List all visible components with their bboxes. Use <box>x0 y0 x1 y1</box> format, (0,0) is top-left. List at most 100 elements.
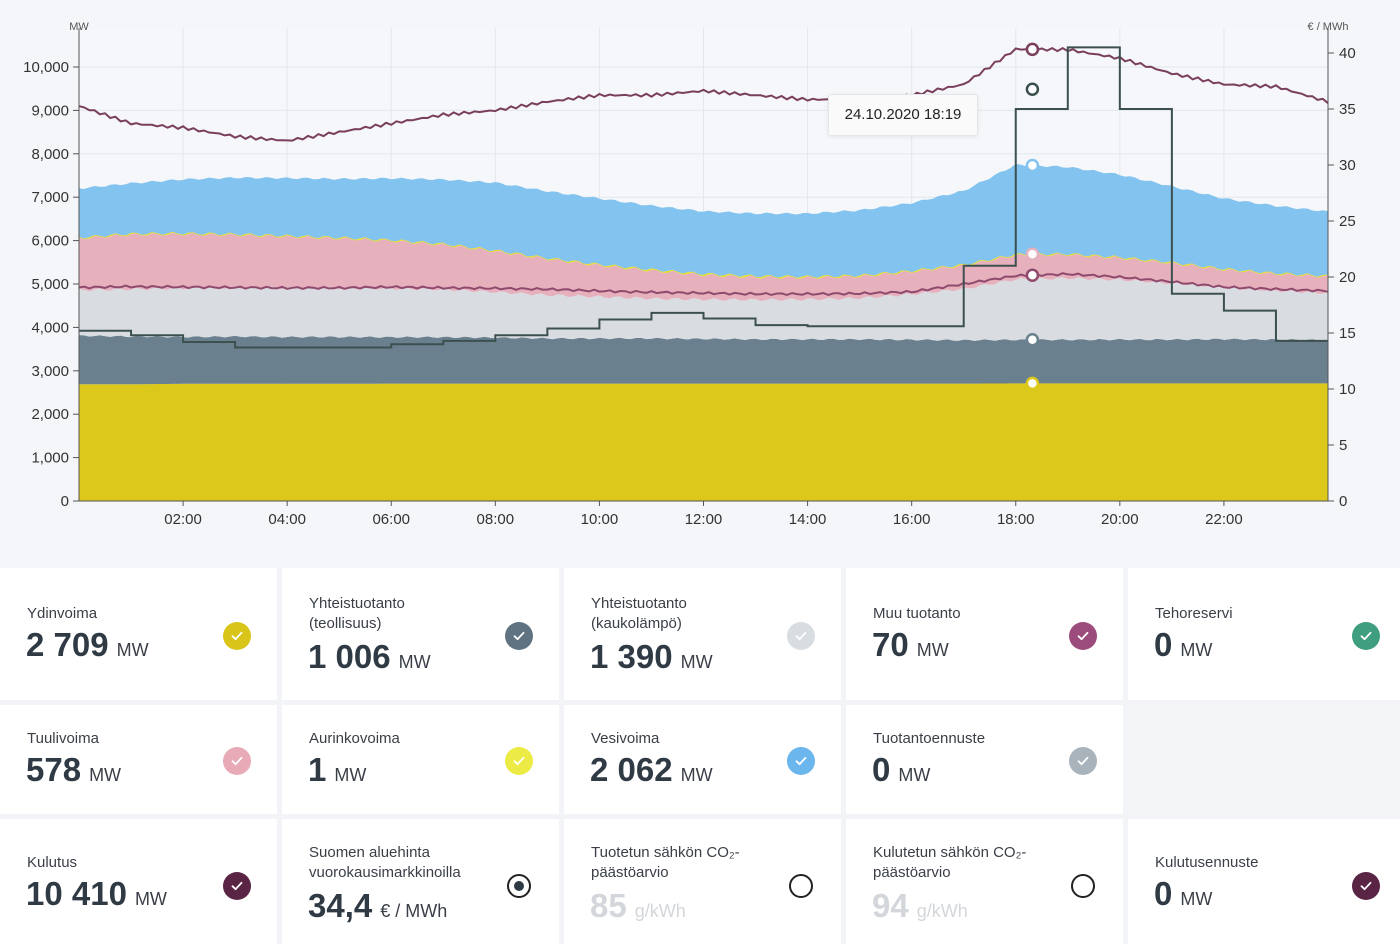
card-kulutus[interactable]: Kulutus 10 410 MW <box>0 819 277 944</box>
area-tuulivoima <box>79 231 1328 301</box>
consumption-forecast-toggle-icon[interactable] <box>1352 872 1380 900</box>
card-label: Yhteistuotanto (kaukolämpö) <box>591 595 687 632</box>
y-right-tick-label: 20 <box>1339 269 1356 286</box>
x-tick-label: 02:00 <box>164 511 202 528</box>
card-tuotantoennuste[interactable]: Tuotantoennuste 0 MW <box>846 705 1123 814</box>
x-tick-label: 06:00 <box>372 511 410 528</box>
card-value: 2 709 MW <box>26 626 149 663</box>
card-label: Muu tuotanto <box>873 605 961 622</box>
card-kulutusennuste[interactable]: Kulutusennuste 0 MW <box>1128 819 1400 944</box>
y-left-unit-label: MW <box>69 21 89 33</box>
card-tehoreservi[interactable]: Tehoreservi 0 MW <box>1128 568 1400 700</box>
card-label: Suomen aluehinta vuorokausimarkkinoilla <box>309 844 461 881</box>
card-kulutettu-co2[interactable]: Kulutetun sähkön CO₂- päästöarvio 94 g/kW… <box>846 819 1123 944</box>
line-area-price <box>79 46 1328 349</box>
card-label: Aurinkovoima <box>309 730 400 747</box>
card-label: Kulutus <box>27 854 78 871</box>
area-yhteistuotanto-kaukolämpö- <box>79 277 1328 341</box>
tooltip-marker <box>1025 333 1040 347</box>
y-right-tick-label: 40 <box>1339 45 1356 62</box>
y-right-tick-label: 5 <box>1339 437 1347 454</box>
card-value: 1 MW <box>308 751 367 788</box>
wind-toggle-icon[interactable] <box>223 747 251 775</box>
card-tuotettu-co2[interactable]: Tuotetun sähkön CO₂- päästöarvio 85 g/kWh <box>564 819 841 944</box>
x-tick-label: 04:00 <box>268 511 306 528</box>
y-right-tick-label: 35 <box>1339 101 1356 118</box>
y-left-tick-label: 8,000 <box>31 146 69 163</box>
y-right-tick-label: 15 <box>1339 325 1356 342</box>
x-tick-label: 10:00 <box>581 511 619 528</box>
x-tick-label: 20:00 <box>1101 511 1139 528</box>
produced-co2-radio[interactable] <box>789 874 813 898</box>
card-aurinkovoima[interactable]: Aurinkovoima 1 MW <box>282 705 559 814</box>
card-label: Ydinvoima <box>27 605 98 622</box>
chart-area: 0 1,000 2,000 3,000 4,000 5,000 6,000 7,000 8,00… <box>0 0 1400 568</box>
card-yhteistuotanto-kaukolampo[interactable]: Yhteistuotanto (kaukolämpö) 1 390 MW <box>564 568 841 700</box>
card-value: 70 MW <box>872 626 949 663</box>
y-left-tick-label: 1,000 <box>31 450 69 467</box>
y-right-tick-label: 10 <box>1339 381 1356 398</box>
y-left-tick-label: 9,000 <box>31 102 69 119</box>
y-left-tick-label: 5,000 <box>31 276 69 293</box>
production-forecast-toggle-icon[interactable] <box>1069 747 1097 775</box>
card-muu-tuotanto[interactable]: Muu tuotanto 70 MW <box>846 568 1123 700</box>
y-left-tick-label: 3,000 <box>31 363 69 380</box>
card-ydinvoima[interactable]: Ydinvoima 2 709 MW <box>0 568 277 700</box>
card-label: Tuotetun sähkön CO₂- päästöarvio <box>591 844 740 881</box>
reserve-toggle-icon[interactable] <box>1352 622 1380 650</box>
x-tick-label: 22:00 <box>1205 511 1243 528</box>
card-tuulivoima[interactable]: Tuulivoima 578 MW <box>0 705 277 814</box>
consumed-co2-radio[interactable] <box>1071 874 1095 898</box>
price-radio-selected[interactable] <box>507 874 531 898</box>
y-left-tick-label: 0 <box>61 493 69 510</box>
hydro-toggle-icon[interactable] <box>787 747 815 775</box>
card-label: Yhteistuotanto (teollisuus) <box>309 595 405 632</box>
card-yhteistuotanto-teollisuus[interactable]: Yhteistuotanto (teollisuus) 1 006 MW <box>282 568 559 700</box>
card-label: Kulutetun sähkön CO₂- päästöarvio <box>873 844 1027 881</box>
card-value: 85 g/kWh <box>590 887 686 924</box>
y-right-tick-label: 25 <box>1339 213 1356 230</box>
tooltip-marker <box>1025 376 1040 391</box>
y-left-tick-label: 10,000 <box>23 59 69 76</box>
x-tick-label: 08:00 <box>477 511 515 528</box>
x-tick-label: 12:00 <box>685 511 723 528</box>
tooltip-marker <box>1025 268 1040 282</box>
area-ydinvoima <box>79 383 1328 501</box>
x-tick-label: 16:00 <box>893 511 931 528</box>
tooltip-marker <box>1025 158 1040 173</box>
card-value: 1 390 MW <box>590 638 713 675</box>
card-aluehinta[interactable]: Suomen aluehinta vuorokausimarkkinoilla … <box>282 819 559 944</box>
chart-tooltip: 24.10.2020 18:19 <box>828 94 978 136</box>
card-label: Tehoreservi <box>1155 605 1233 622</box>
tooltip-marker <box>1025 247 1040 261</box>
chp-district-toggle-icon[interactable] <box>787 622 815 650</box>
x-tick-label: 14:00 <box>789 511 827 528</box>
card-label: Kulutusennuste <box>1155 854 1259 871</box>
y-left-tick-label: 7,000 <box>31 189 69 206</box>
card-value: 0 MW <box>1154 875 1213 912</box>
nuclear-toggle-icon[interactable] <box>223 622 251 650</box>
card-value: 0 MW <box>1154 626 1213 663</box>
y-right-tick-label: 30 <box>1339 157 1356 174</box>
empty-card <box>1128 705 1400 814</box>
y-left-tick-label: 2,000 <box>31 406 69 423</box>
card-value: 1 006 MW <box>308 638 431 675</box>
card-label: Tuulivoima <box>27 730 99 747</box>
area-yhteistuotanto-teollisuus- <box>79 335 1328 385</box>
y-right-unit-label: € / MWh <box>1308 21 1349 33</box>
card-value: 0 MW <box>872 751 931 788</box>
consumption-toggle-icon[interactable] <box>223 872 251 900</box>
chp-industry-toggle-icon[interactable] <box>505 622 533 650</box>
other-production-toggle-icon[interactable] <box>1069 622 1097 650</box>
card-value: 2 062 MW <box>590 751 713 788</box>
solar-toggle-icon[interactable] <box>505 747 533 775</box>
card-vesivoima[interactable]: Vesivoima 2 062 MW <box>564 705 841 814</box>
y-left-tick-label: 4,000 <box>31 319 69 336</box>
tooltip-marker <box>1025 82 1040 97</box>
stats-cards: Ydinvoima 2 709 MW Yhteistuotanto (teolli… <box>0 568 1400 944</box>
card-label: Vesivoima <box>591 730 660 747</box>
line-other-production <box>78 272 1329 297</box>
y-right-tick-label: 0 <box>1339 493 1347 510</box>
production-chart[interactable]: 0 1,000 2,000 3,000 4,000 5,000 6,000 7,000 8,00… <box>0 0 1400 568</box>
card-label: Tuotantoennuste <box>873 730 986 747</box>
